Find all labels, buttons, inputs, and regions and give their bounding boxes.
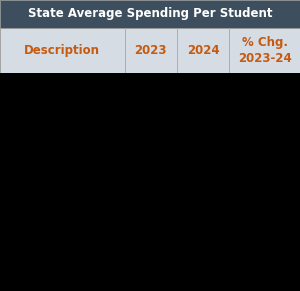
Text: Description: Description bbox=[24, 44, 100, 57]
Bar bbox=[0, 73, 300, 291]
Text: % Chg.
2023-24: % Chg. 2023-24 bbox=[238, 36, 292, 65]
Bar bbox=[0, 0, 300, 73]
Bar bbox=[124, 28, 177, 73]
Text: 2024: 2024 bbox=[187, 44, 220, 57]
Bar bbox=[230, 28, 300, 73]
Text: State Average Spending Per Student: State Average Spending Per Student bbox=[28, 7, 272, 20]
Bar bbox=[0, 28, 124, 73]
Bar bbox=[0, 0, 300, 28]
Bar bbox=[177, 28, 230, 73]
Text: 2023: 2023 bbox=[134, 44, 167, 57]
